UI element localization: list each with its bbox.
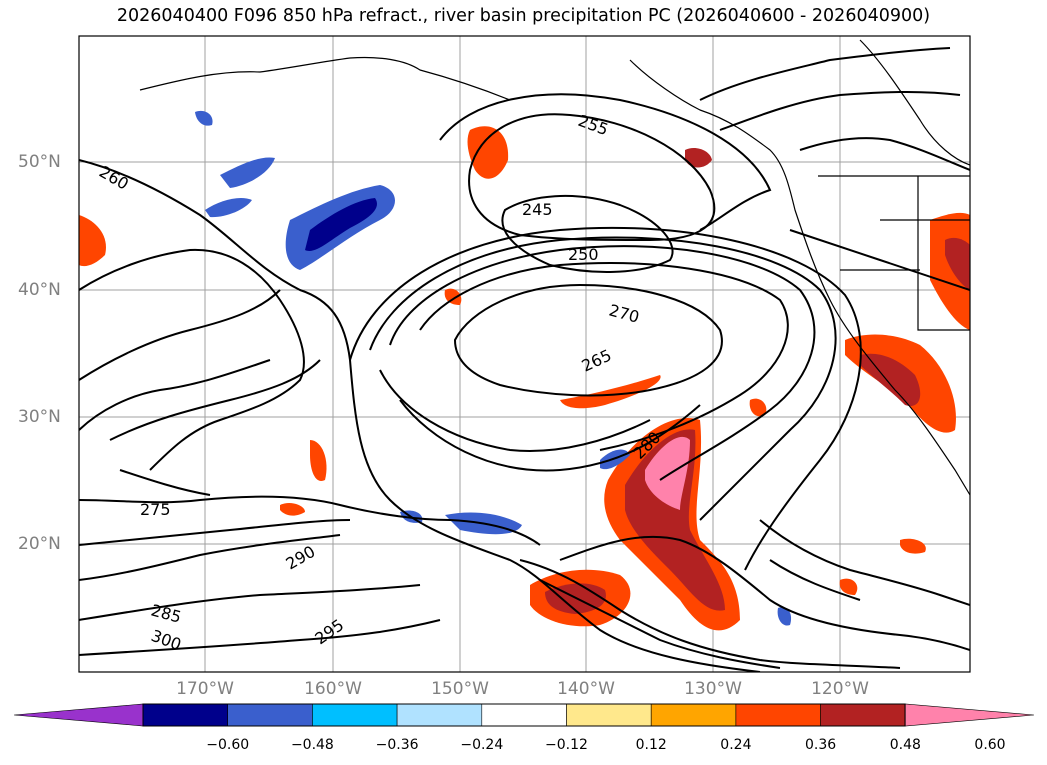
colorbar-cell xyxy=(735,703,821,727)
refractivity-contours xyxy=(79,47,970,672)
contour-label-250: 250 xyxy=(568,245,599,264)
contour-label-245: 245 xyxy=(522,200,553,219)
colorbar-frame xyxy=(142,703,906,727)
colorbar-extend-max xyxy=(904,703,1035,727)
colorbar-tick-label: −0.48 xyxy=(290,737,334,753)
lat-label-50n: 50°N xyxy=(18,152,61,172)
colorbar-cell xyxy=(227,703,313,727)
colorbar-tick-label: −0.12 xyxy=(545,737,588,753)
map-panel: 245 250 255 260 265 270 275 280 285 290 … xyxy=(78,35,971,673)
lon-label-170w: 170°W xyxy=(176,679,234,699)
colorbar-cell xyxy=(396,703,483,727)
colorbar-tick-label: 0.36 xyxy=(805,737,837,753)
lon-label-150w: 150°W xyxy=(431,679,489,699)
lat-label-40n: 40°N xyxy=(18,280,61,300)
colorbar-tick-label: 0.24 xyxy=(720,737,752,753)
map-frame xyxy=(78,35,971,673)
colorbar-tick-label: −0.36 xyxy=(375,737,419,753)
colorbar-cell xyxy=(312,703,398,727)
graticule xyxy=(79,36,970,672)
colorbar-cell xyxy=(142,703,228,727)
lon-label-130w: 130°W xyxy=(684,679,742,699)
map-background xyxy=(79,36,970,672)
colorbar-tick-label: 0.48 xyxy=(889,737,921,753)
colorbar-cell xyxy=(481,703,567,727)
colorbar-cell xyxy=(566,703,652,727)
lon-label-160w: 160°W xyxy=(304,679,362,699)
lat-label-20n: 20°N xyxy=(18,534,61,554)
lat-label-30n: 30°N xyxy=(18,407,61,427)
precip-shading xyxy=(79,110,970,631)
colorbar-tick-label: −0.24 xyxy=(460,737,504,753)
colorbar-tick-label: 0.12 xyxy=(635,737,667,753)
map-title: 2026040400 F096 850 hPa refract., river … xyxy=(116,6,931,26)
colorbar-cell xyxy=(650,703,737,727)
colorbar-tick-label: 0.60 xyxy=(974,737,1006,753)
lon-label-120w: 120°W xyxy=(811,679,869,699)
lon-label-140w: 140°W xyxy=(557,679,615,699)
colorbar xyxy=(13,703,1035,727)
colorbar-cell xyxy=(820,703,906,727)
colorbar-tick-label: −0.60 xyxy=(206,737,250,753)
colorbar-extend-min xyxy=(13,703,144,727)
contour-label-275: 275 xyxy=(140,500,171,519)
coastlines xyxy=(139,39,970,496)
